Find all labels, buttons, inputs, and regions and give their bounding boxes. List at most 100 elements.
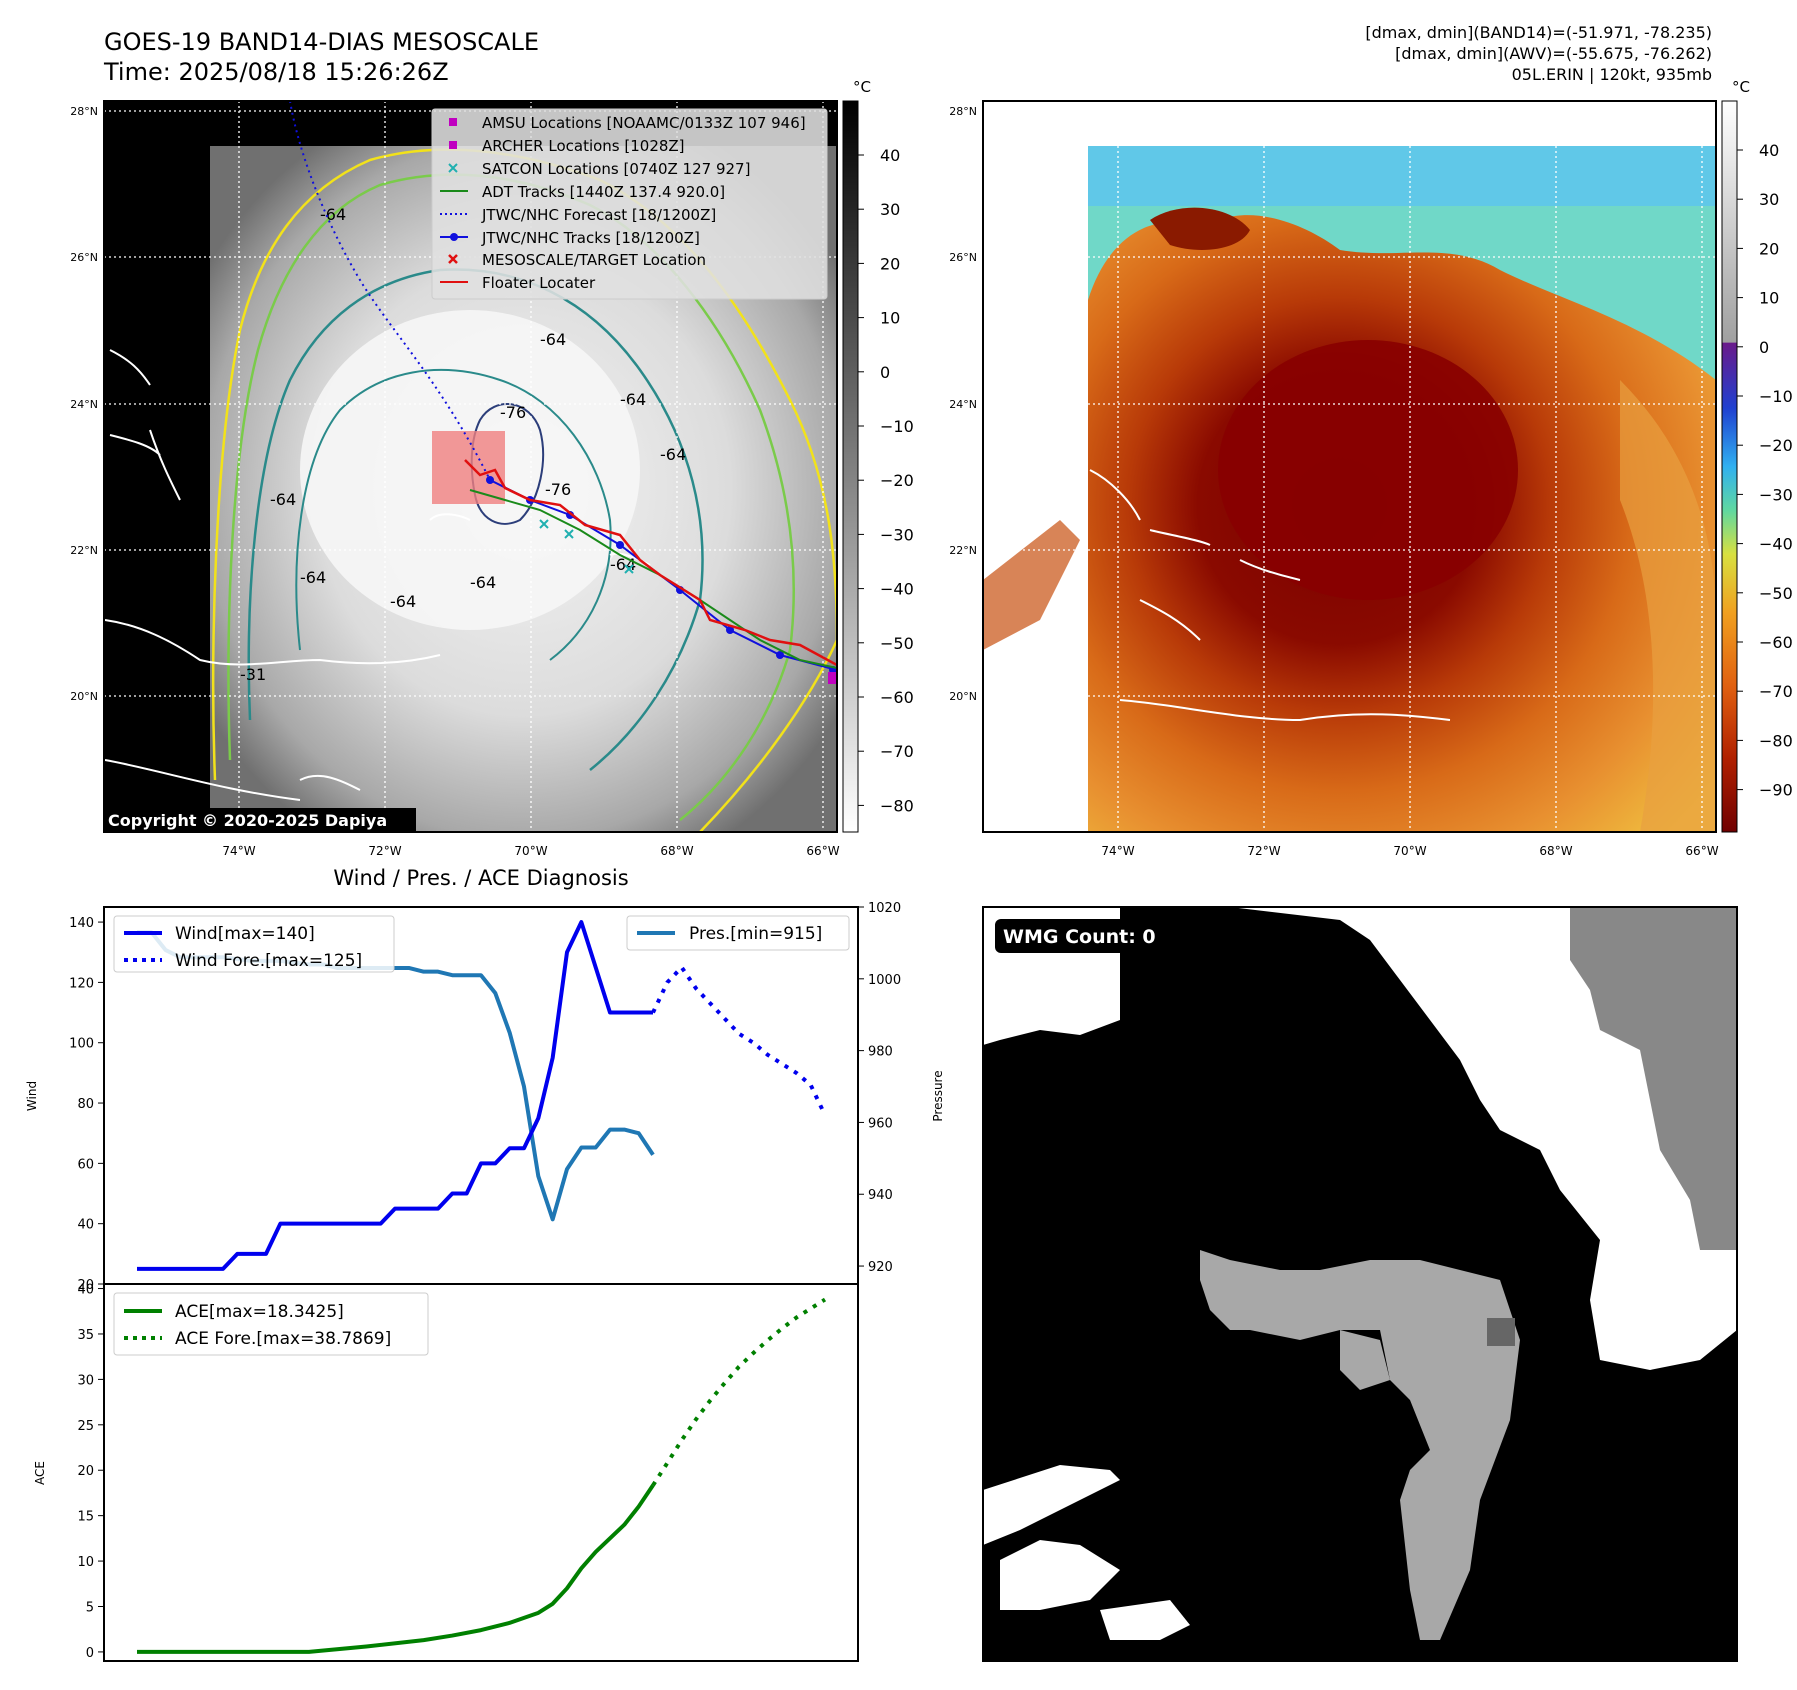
ir-contour-label: -31 bbox=[240, 665, 266, 684]
wind-legend-box bbox=[113, 915, 395, 973]
wind-tick-label: 120 bbox=[69, 976, 94, 991]
wind-tick-label: 80 bbox=[77, 1097, 94, 1112]
ir-legend-box bbox=[431, 108, 828, 300]
awv-colorbar-unit: °C bbox=[1732, 78, 1750, 96]
ace-tick-label: 10 bbox=[77, 1555, 94, 1570]
diagnosis-title: Wind / Pres. / ACE Diagnosis bbox=[333, 866, 628, 890]
awv-frame bbox=[982, 100, 1717, 833]
colorbar-tick-label: 40 bbox=[1759, 141, 1779, 160]
awv-colorbar bbox=[1721, 100, 1738, 833]
amsu-marker bbox=[828, 672, 837, 684]
legend-label: ADT Tracks [1440Z 137.4 920.0] bbox=[482, 183, 725, 201]
ir-contour-label: -64 bbox=[320, 205, 346, 224]
ir-contour-label: -76 bbox=[545, 480, 571, 499]
ir-contour-label: -64 bbox=[300, 568, 326, 587]
colorbar-tick-label: −20 bbox=[880, 471, 914, 490]
ir-lon-label: 66°W bbox=[806, 844, 839, 858]
colorbar-tick-label: 10 bbox=[1759, 289, 1779, 308]
legend-label: Floater Locater bbox=[482, 274, 596, 292]
awv-lon-label: 70°W bbox=[1393, 844, 1426, 858]
adt-track bbox=[469, 489, 837, 669]
colorbar-tick-label: −40 bbox=[880, 580, 914, 599]
wmg-gray-small bbox=[1340, 1330, 1390, 1390]
awv-core bbox=[1218, 340, 1518, 600]
ir-colorbar bbox=[842, 100, 859, 833]
colorbar-tick-label: −40 bbox=[1759, 535, 1793, 554]
wind-tick-label: 40 bbox=[77, 1218, 94, 1233]
colorbar-tick-label: −80 bbox=[1759, 731, 1793, 750]
colorbar-tick-label: 30 bbox=[1759, 190, 1779, 209]
stats-band14: [dmax, dmin](BAND14)=(-51.971, -78.235) bbox=[1365, 23, 1712, 42]
colorbar-tick-label: 30 bbox=[880, 200, 900, 219]
legend-label: AMSU Locations [NOAAMC/0133Z 107 946] bbox=[482, 114, 806, 132]
pressure-tick-label: 1000 bbox=[868, 973, 901, 988]
ace-forecast-series bbox=[651, 1297, 827, 1487]
legend-tracks-dot bbox=[450, 233, 458, 241]
awv-lat-labels: 28°N 26°N 24°N 22°N 20°N bbox=[949, 105, 977, 703]
ace-ylabel: ACE bbox=[33, 1461, 47, 1485]
colorbar-tick-label: −10 bbox=[880, 417, 914, 436]
legend-satcon-x bbox=[448, 163, 458, 173]
diagnosis-chart: Wind / Pres. / ACE Diagnosis Wind Pressu… bbox=[25, 866, 945, 1662]
figure-title: GOES-19 BAND14-DIAS MESOSCALE bbox=[104, 28, 539, 56]
pressure-tick-label: 940 bbox=[868, 1188, 893, 1203]
awv-panel: 28°N 26°N 24°N 22°N 20°N 74°W 72°W 70°W … bbox=[949, 78, 1793, 858]
colorbar-tick-label: −60 bbox=[1759, 633, 1793, 652]
ace-tick-label: 30 bbox=[77, 1373, 94, 1388]
awv-lon-label: 72°W bbox=[1247, 844, 1280, 858]
legend-amsu-square bbox=[449, 118, 457, 126]
floater-track bbox=[464, 459, 837, 667]
legend-label: SATCON Locations [0740Z 127 927] bbox=[482, 160, 750, 178]
legend-ace-forecast-label: ACE Fore.[max=38.7869] bbox=[175, 1329, 391, 1349]
wmg-panel: WMG Count: 0 bbox=[982, 906, 1738, 1662]
copyright-badge bbox=[104, 808, 416, 832]
pressure-legend: Pres.[min=915] bbox=[626, 915, 850, 951]
colorbar-tick-label: 20 bbox=[880, 254, 900, 273]
awv-gridlines bbox=[983, 101, 1716, 832]
ace-tick-label: 15 bbox=[77, 1510, 94, 1525]
wind-series bbox=[137, 920, 653, 1271]
wind-ylabel: Wind bbox=[25, 1081, 39, 1111]
wind-forecast-series bbox=[651, 965, 827, 1116]
wmg-dark-cell bbox=[1487, 1318, 1515, 1346]
legend-target-x bbox=[448, 254, 458, 264]
wind-tick-label: 140 bbox=[69, 916, 94, 931]
ir-legend: AMSU Locations [NOAAMC/0133Z 107 946] AR… bbox=[431, 108, 828, 300]
ace-tick-label: 20 bbox=[77, 1464, 94, 1479]
colorbar-tick-label: 20 bbox=[1759, 239, 1779, 258]
legend-label: MESOSCALE/TARGET Location bbox=[482, 251, 706, 269]
ir-contour-label: -64 bbox=[470, 573, 496, 592]
wind-legend: Wind[max=140] Wind Fore.[max=125] bbox=[113, 915, 395, 973]
pressure-ylabel: Pressure bbox=[931, 1070, 945, 1121]
ir-contour-label: -64 bbox=[620, 390, 646, 409]
ace-tick-label: 5 bbox=[86, 1600, 94, 1615]
awv-lon-label: 66°W bbox=[1685, 844, 1718, 858]
ir-lon-label: 72°W bbox=[368, 844, 401, 858]
legend-pressure-label: Pres.[min=915] bbox=[689, 924, 822, 944]
wmg-white-sw2 bbox=[1000, 1540, 1120, 1610]
awv-lon-labels: 74°W 72°W 70°W 68°W 66°W bbox=[1101, 844, 1718, 858]
colorbar-tick-label: −30 bbox=[880, 525, 914, 544]
ace-tick-label: 0 bbox=[86, 1646, 94, 1661]
colorbar-tick-label: −70 bbox=[880, 742, 914, 761]
legend-archer-square bbox=[449, 141, 457, 149]
colorbar-tick-label: 0 bbox=[880, 363, 890, 382]
legend-wind-label: Wind[max=140] bbox=[175, 924, 315, 944]
ir-lon-labels: 74°W 72°W 70°W 68°W 66°W bbox=[222, 844, 839, 858]
colorbar-tick-label: −30 bbox=[1759, 485, 1793, 504]
ace-tick-label: 25 bbox=[77, 1419, 94, 1434]
wind-tick-label: 60 bbox=[77, 1157, 94, 1172]
wmg-white-sw1 bbox=[983, 1465, 1120, 1545]
awv-colorbar-ticks: 40 30 20 10 0 −10 −20 −30 −40 −50 −60 −70 −80 −90 bbox=[1737, 141, 1793, 800]
ir-colorbar-unit: °C bbox=[853, 78, 871, 96]
legend-label: JTWC/NHC Tracks [18/1200Z] bbox=[481, 229, 700, 247]
colorbar-tick-label: 0 bbox=[1759, 338, 1769, 357]
awv-cold-cell bbox=[1150, 207, 1250, 250]
legend-label: ARCHER Locations [1028Z] bbox=[482, 137, 685, 155]
colorbar-tick-label: −10 bbox=[1759, 387, 1793, 406]
copyright-text: Copyright © 2020-2025 Dapiya bbox=[108, 811, 387, 830]
colorbar-tick-label: −70 bbox=[1759, 682, 1793, 701]
ir-contour-label: -64 bbox=[270, 490, 296, 509]
wmg-gray-ne bbox=[1570, 907, 1737, 1250]
